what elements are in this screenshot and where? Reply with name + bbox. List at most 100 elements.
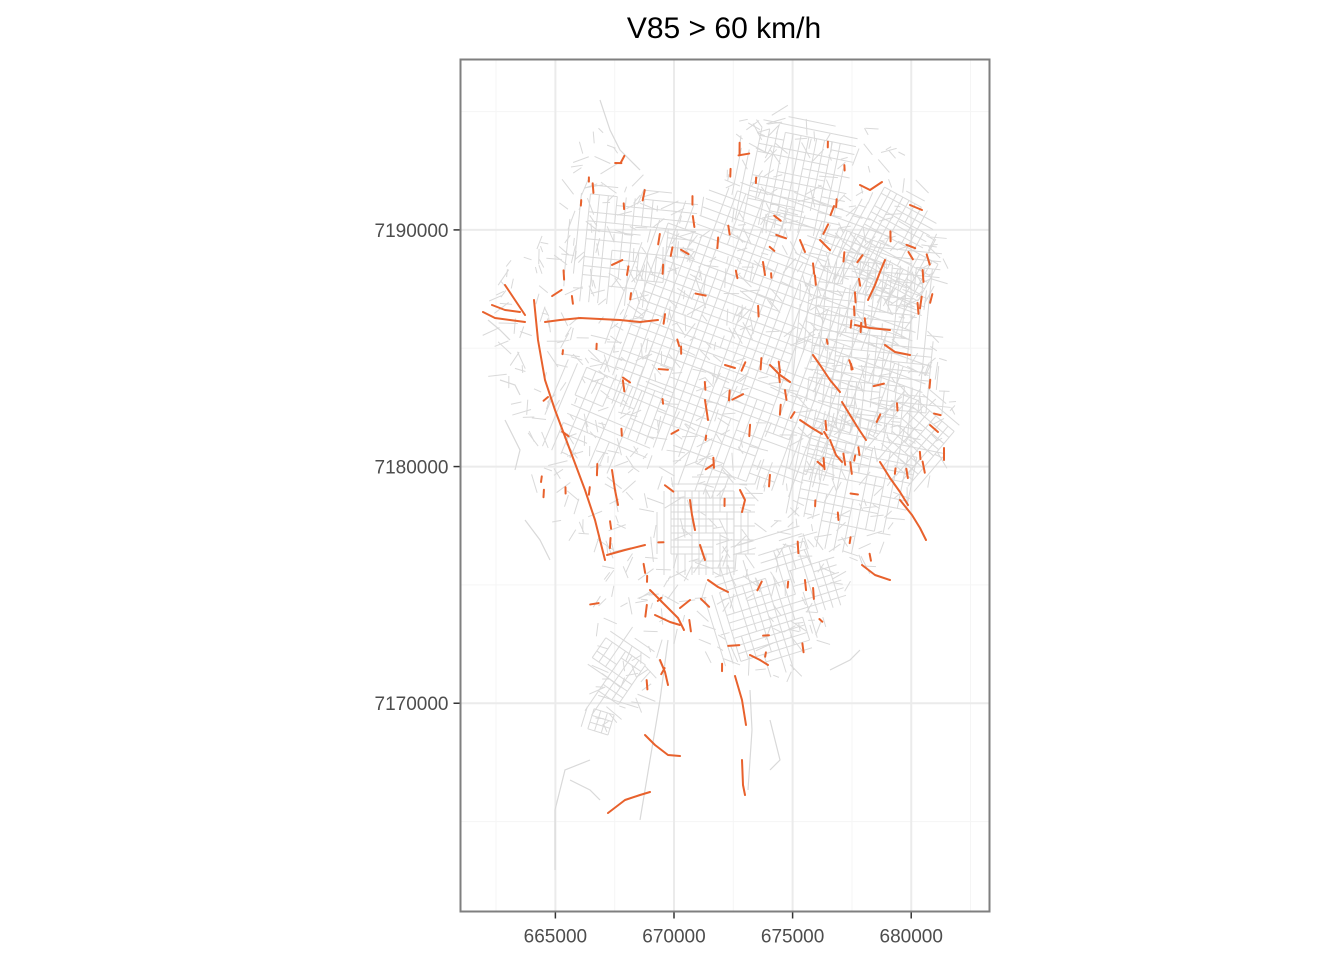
high-speed-segment xyxy=(921,269,925,283)
road-segment xyxy=(830,358,845,365)
road-segment xyxy=(718,617,727,641)
road-segment xyxy=(886,517,905,521)
road-segment xyxy=(618,357,645,369)
high-speed-segment xyxy=(748,423,752,438)
road-segment xyxy=(617,684,633,705)
high-speed-segment xyxy=(669,246,674,257)
road-segment xyxy=(742,321,753,340)
road-segment xyxy=(692,235,703,261)
road-segment xyxy=(731,452,734,471)
road-segment xyxy=(833,133,858,140)
road-segment xyxy=(802,591,811,615)
road-segment xyxy=(640,670,652,683)
road-segment xyxy=(592,595,601,608)
road-segment xyxy=(814,163,821,188)
road-segment xyxy=(620,657,642,672)
road-segment xyxy=(795,518,798,528)
high-speed-segment xyxy=(867,259,886,301)
road-segment xyxy=(822,455,833,481)
road-segment xyxy=(870,211,890,223)
high-speed-segment xyxy=(716,236,720,250)
road-segment xyxy=(786,182,793,207)
road-segment xyxy=(589,268,594,287)
road-segment xyxy=(706,326,717,353)
road-segment xyxy=(639,202,658,211)
road-segment xyxy=(656,279,667,306)
road-segment xyxy=(606,546,609,554)
high-speed-segment xyxy=(822,223,830,235)
road-segment xyxy=(885,257,888,270)
road-segment xyxy=(816,305,841,309)
road-segment xyxy=(807,513,820,519)
road-segment xyxy=(834,272,840,281)
road-segment xyxy=(738,646,762,655)
road-segment xyxy=(942,258,949,269)
road-segment xyxy=(671,322,678,326)
road-segment xyxy=(750,310,777,321)
road-segment xyxy=(690,240,716,251)
road-segment xyxy=(626,200,642,210)
road-segment xyxy=(622,660,626,672)
road-segment xyxy=(780,573,789,597)
road-segment xyxy=(820,213,827,238)
road-segment xyxy=(762,177,769,202)
road-segment xyxy=(906,338,910,363)
road-segment xyxy=(718,215,729,242)
road-segment xyxy=(884,286,898,304)
road-segment xyxy=(686,434,697,461)
road-segment xyxy=(600,712,608,734)
road-segment xyxy=(757,293,783,304)
road-segment xyxy=(872,430,877,437)
road-segment xyxy=(630,323,657,335)
road-segment xyxy=(738,274,752,288)
road-segment xyxy=(921,244,937,248)
road-segment xyxy=(801,185,808,210)
road-segment xyxy=(699,350,711,361)
road-segment xyxy=(756,216,783,227)
road-segment xyxy=(713,411,740,422)
road-segment xyxy=(650,350,676,361)
road-segment xyxy=(660,608,664,625)
road-segment xyxy=(731,233,746,243)
road-segment xyxy=(782,147,806,154)
road-segment xyxy=(831,477,838,493)
road-segment xyxy=(756,605,765,630)
road-segment xyxy=(928,245,941,259)
road-segment xyxy=(745,455,756,482)
road-segment xyxy=(909,443,919,453)
road-segment xyxy=(749,445,769,452)
road-segment xyxy=(514,367,526,373)
road-segment xyxy=(725,275,736,302)
road-segment xyxy=(565,363,578,392)
road-segment xyxy=(637,188,645,205)
road-segment xyxy=(512,409,532,416)
high-speed-segments-layer xyxy=(482,140,945,814)
high-speed-segment xyxy=(689,499,696,531)
road-segment xyxy=(851,198,863,218)
road-segment xyxy=(629,316,644,321)
road-segment xyxy=(925,427,945,444)
road-segment xyxy=(801,445,816,451)
road-segment xyxy=(931,278,948,285)
road-segment xyxy=(755,430,766,457)
road-segment xyxy=(704,412,715,438)
road-segment xyxy=(928,398,937,406)
road-segment xyxy=(766,319,777,346)
road-segment xyxy=(804,281,812,298)
road-segment xyxy=(674,451,690,465)
road-segment xyxy=(747,197,772,204)
high-speed-segment xyxy=(621,379,626,393)
high-speed-segment xyxy=(663,484,675,493)
road-segment xyxy=(784,229,789,238)
road-segment xyxy=(611,542,615,553)
road-segment xyxy=(769,210,794,216)
road-segment xyxy=(889,389,906,409)
high-speed-segment xyxy=(589,602,600,606)
road-segment xyxy=(725,183,734,189)
road-segment xyxy=(904,433,921,453)
road-segment xyxy=(670,328,676,343)
road-segment xyxy=(495,290,505,296)
road-segment xyxy=(832,461,834,480)
road-segment xyxy=(727,174,730,181)
road-segment xyxy=(817,286,843,297)
